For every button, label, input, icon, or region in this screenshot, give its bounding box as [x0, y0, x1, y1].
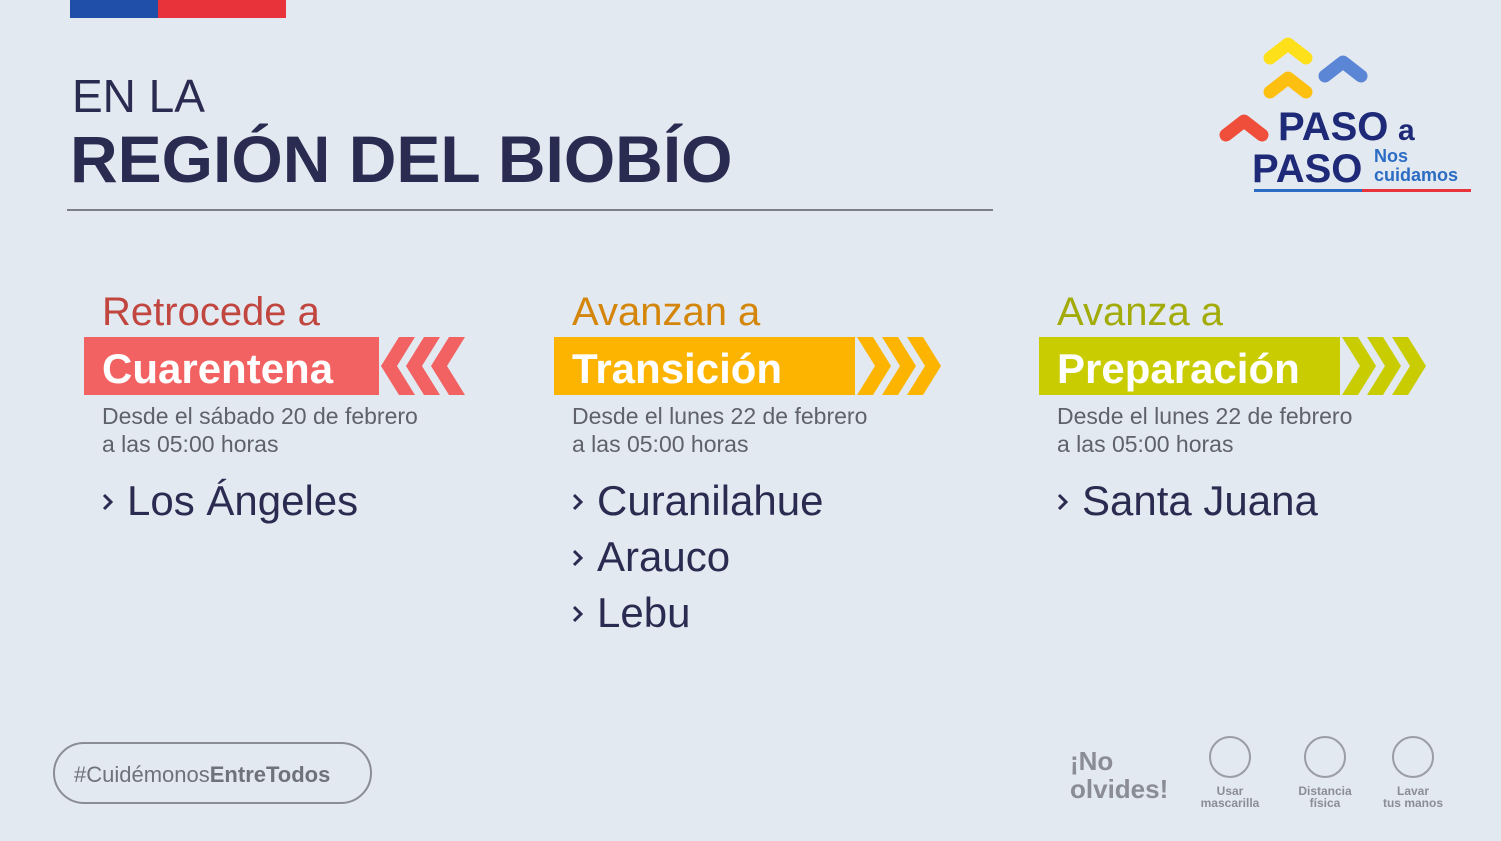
- commune: Arauco: [597, 533, 730, 580]
- logo-word: PASO: [1278, 105, 1388, 149]
- logo-line: [1362, 189, 1471, 192]
- bullet-chevron: [572, 493, 584, 511]
- hashtag: #CuidémonosEntreTodos: [74, 762, 330, 787]
- hashtag-bold: EntreTodos: [210, 762, 331, 787]
- phase-chevron: [1367, 337, 1401, 395]
- phase-chevron: [882, 337, 916, 395]
- logo-word: PASO: [1252, 147, 1362, 191]
- reminder-label: mascarilla: [1201, 796, 1260, 810]
- header-line2: REGIÓN DEL BIOBÍO: [70, 122, 733, 196]
- phase-name: Preparación: [1057, 345, 1300, 392]
- flag-red: [158, 0, 286, 18]
- phase-chevron: [907, 337, 941, 395]
- phase-band: [554, 337, 855, 395]
- logo-chevron: [1263, 37, 1313, 65]
- date-line: a las 05:00 horas: [1057, 431, 1233, 457]
- column-action: Retrocede a: [102, 290, 321, 334]
- reminder-label: tus manos: [1383, 796, 1443, 810]
- commune: Lebu: [597, 589, 690, 636]
- phase-chevron: [857, 337, 891, 395]
- commune: Curanilahue: [597, 477, 824, 524]
- hashtag-pill: [53, 742, 372, 804]
- date-line: a las 05:00 horas: [572, 431, 748, 457]
- phase-chevron: [431, 337, 465, 395]
- reminder-icon: [1392, 736, 1434, 778]
- reminder-label: Usar: [1217, 784, 1244, 798]
- date-line: Desde el sábado 20 de febrero: [102, 403, 418, 429]
- bullet-chevron: [102, 493, 114, 511]
- phase-name: Cuarentena: [102, 345, 334, 392]
- phase-chevron: [381, 337, 415, 395]
- reminder-line1: ¡No: [1070, 746, 1113, 776]
- phase-chevron: [406, 337, 440, 395]
- phase-band: [84, 337, 379, 395]
- reminder-line2: olvides!: [1070, 774, 1168, 804]
- bullet-chevron: [1057, 493, 1069, 511]
- reminder-label: Distancia: [1298, 784, 1352, 798]
- logo-line: [1254, 189, 1362, 192]
- columns: Retrocede a Cuarentena Desde el sábado 20 …: [84, 290, 1426, 636]
- header-line1: EN LA: [72, 70, 205, 122]
- reminder-icon: [1304, 736, 1346, 778]
- phase-chevron: [1392, 337, 1426, 395]
- date-line: a las 05:00 horas: [102, 431, 278, 457]
- logo-chevron: [1263, 71, 1313, 99]
- reminder-label: física: [1310, 796, 1341, 810]
- flag-blue: [70, 0, 158, 18]
- column-action: Avanza a: [1057, 290, 1224, 334]
- hashtag-light: #Cuidémonos: [74, 762, 210, 787]
- reminder-label: Lavar: [1397, 784, 1429, 798]
- date-line: Desde el lunes 22 de febrero: [572, 403, 867, 429]
- date-line: Desde el lunes 22 de febrero: [1057, 403, 1352, 429]
- phase-band: [1039, 337, 1340, 395]
- logo-chevron: [1219, 114, 1269, 142]
- commune: Santa Juana: [1082, 477, 1319, 524]
- column-action: Avanzan a: [572, 290, 761, 334]
- logo-tag: cuidamos: [1374, 165, 1458, 185]
- phase-name: Transición: [572, 345, 782, 392]
- phase-chevron: [1342, 337, 1376, 395]
- logo: PASO a PASO Nos cuidamos: [1219, 37, 1471, 192]
- logo-tag: Nos: [1374, 146, 1408, 166]
- logo-chevron: [1318, 55, 1368, 83]
- bullet-chevron: [572, 549, 584, 567]
- bullet-chevron: [572, 605, 584, 623]
- reminder-icon: [1209, 736, 1251, 778]
- commune: Los Ángeles: [127, 477, 358, 524]
- logo-connector: a: [1398, 114, 1415, 147]
